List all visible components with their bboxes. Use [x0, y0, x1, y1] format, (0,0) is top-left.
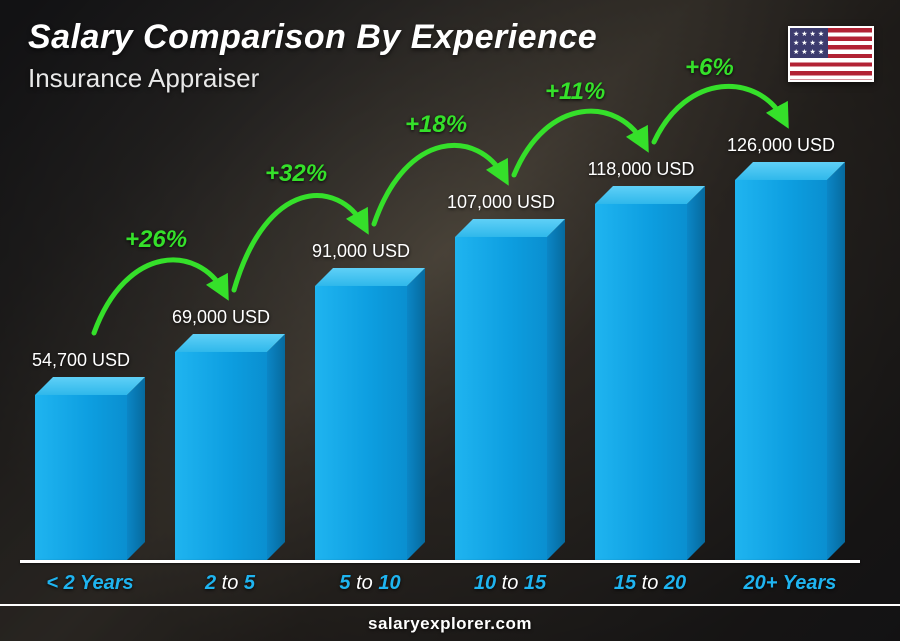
bar-front-face [595, 204, 687, 560]
bar-top-face [735, 162, 845, 180]
bar-top-face [315, 268, 425, 286]
bar [455, 237, 565, 560]
x-category-label: 2 to 5 [160, 572, 300, 595]
growth-arc-label: +18% [405, 111, 467, 139]
growth-arc-label: +6% [685, 54, 734, 82]
chart-column: 54,700 USD [20, 0, 160, 560]
x-axis-baseline [20, 560, 860, 563]
bar-top-face [35, 377, 145, 395]
bar-top-face [595, 186, 705, 204]
bar [595, 204, 705, 560]
bar-top-face [455, 219, 565, 237]
growth-arc-label: +26% [125, 226, 187, 254]
bar-value-label: 118,000 USD [561, 159, 721, 180]
bar-value-label: 126,000 USD [701, 135, 861, 156]
chart-column: 91,000 USD [300, 0, 440, 560]
bar-top-face [175, 334, 285, 352]
bar-front-face [455, 237, 547, 560]
x-category-label: 20+ Years [720, 572, 860, 595]
bar-front-face [35, 395, 127, 560]
bar-side-face [827, 162, 845, 560]
chart-column: 126,000 USD [720, 0, 860, 560]
chart-stage: Salary Comparison By Experience Insuranc… [0, 0, 900, 641]
bar [175, 352, 285, 560]
bar-side-face [127, 377, 145, 560]
growth-arc-label: +32% [265, 160, 327, 188]
footer-source: salaryexplorer.com [0, 614, 900, 634]
footer-divider [0, 604, 900, 606]
growth-arc-label: +11% [545, 78, 605, 106]
x-category-label: 10 to 15 [440, 572, 580, 595]
x-category-label: < 2 Years [20, 572, 160, 595]
bar-side-face [547, 219, 565, 560]
x-category-label: 15 to 20 [580, 572, 720, 595]
bar-side-face [687, 186, 705, 560]
bar [315, 286, 425, 560]
bar-front-face [735, 180, 827, 560]
bar-front-face [175, 352, 267, 560]
bar [735, 180, 845, 560]
bar [35, 395, 145, 560]
x-category-label: 5 to 10 [300, 572, 440, 595]
bar-chart: 54,700 USD69,000 USD91,000 USD107,000 US… [20, 0, 860, 560]
bar-value-label: 69,000 USD [141, 307, 301, 328]
bar-side-face [267, 334, 285, 560]
bar-front-face [315, 286, 407, 560]
bar-value-label: 107,000 USD [421, 192, 581, 213]
bar-side-face [407, 268, 425, 560]
bar-value-label: 54,700 USD [1, 350, 161, 371]
chart-column: 69,000 USD [160, 0, 300, 560]
bar-value-label: 91,000 USD [281, 241, 441, 262]
